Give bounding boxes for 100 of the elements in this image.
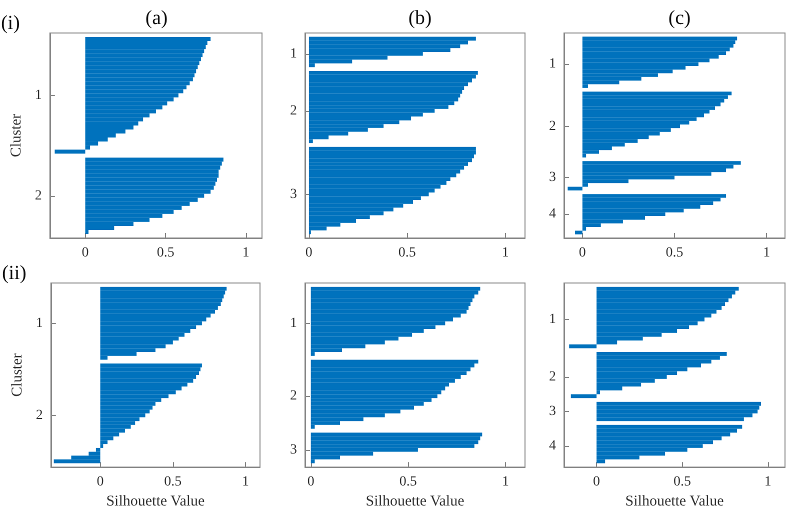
bar	[596, 402, 762, 406]
bar	[310, 367, 470, 372]
y-tick-label: 4	[549, 438, 556, 454]
bar	[582, 102, 721, 106]
text: (i)	[1, 12, 20, 34]
y-tick-label: 1	[549, 312, 556, 327]
x-tick-label: 0.5	[399, 474, 417, 490]
bar	[308, 86, 464, 90]
bar	[85, 162, 222, 166]
y-tick-label: 2	[290, 103, 297, 118]
y-tick-label: 2	[549, 118, 556, 134]
bar	[308, 181, 446, 185]
bar	[85, 41, 208, 46]
x-tick-label: 1	[764, 474, 772, 490]
bar	[582, 36, 738, 40]
y-tick-label: 2	[34, 188, 42, 204]
y-axis-title: Cluster	[8, 114, 24, 158]
bar	[85, 174, 219, 178]
bar	[596, 406, 760, 410]
bar	[54, 150, 86, 154]
bar	[310, 294, 474, 298]
bar	[308, 154, 474, 158]
bar	[308, 170, 460, 174]
bar	[85, 45, 206, 50]
bar	[85, 73, 195, 78]
x-tick-label: 0	[578, 246, 586, 260]
bar	[100, 294, 224, 298]
bar	[100, 310, 215, 314]
chart-title: (b)	[408, 7, 432, 29]
bar	[310, 432, 482, 436]
y-tick-label: 3	[549, 404, 556, 419]
x-axis-title: Silhouette Value	[625, 494, 724, 510]
bar	[100, 306, 218, 310]
bar	[582, 48, 730, 52]
y-tick-label: 1	[36, 316, 43, 331]
bar	[310, 436, 480, 440]
x-tick-label: 1	[763, 246, 770, 260]
bar	[100, 375, 196, 379]
bar	[100, 364, 202, 368]
bar	[310, 371, 467, 376]
bar	[85, 77, 193, 82]
bar	[100, 421, 136, 425]
bar	[308, 90, 462, 94]
x-axis-title: Silhouette Value	[106, 494, 206, 510]
bar	[596, 294, 732, 298]
bar	[85, 61, 200, 66]
bar	[100, 302, 221, 306]
bar	[568, 186, 582, 190]
bar	[85, 53, 203, 58]
bar	[596, 306, 722, 310]
x-tick-label: 0.5	[398, 246, 416, 260]
bar	[569, 344, 597, 348]
x-tick-label: 0.5	[164, 474, 182, 490]
bar	[308, 173, 456, 178]
y-tick-label: 3	[290, 186, 297, 202]
bar	[310, 298, 472, 302]
bar	[100, 298, 222, 302]
y-tick-label: 2	[36, 408, 43, 423]
bar	[582, 98, 724, 103]
bar	[100, 371, 200, 376]
bar	[582, 51, 726, 55]
bar	[100, 406, 153, 410]
x-tick-label: 1	[502, 246, 509, 260]
bar	[85, 182, 216, 186]
bar	[575, 230, 582, 234]
bar	[310, 364, 474, 368]
bar	[100, 410, 150, 414]
y-tick-label: 3	[549, 170, 556, 186]
y-tick-label: 1	[549, 56, 556, 72]
bar	[308, 74, 476, 79]
bar	[310, 394, 438, 398]
bar	[100, 318, 206, 322]
bar	[308, 70, 478, 75]
bar	[582, 92, 732, 96]
bar	[85, 37, 211, 42]
x-tick-label: 0.5	[156, 246, 174, 260]
bar	[85, 65, 198, 70]
bar	[582, 40, 736, 44]
x-tick-label: 1	[502, 474, 510, 490]
bar	[85, 170, 219, 174]
bar	[54, 459, 100, 464]
bar	[85, 69, 196, 74]
bar	[310, 444, 474, 448]
bar	[310, 440, 478, 444]
bar	[596, 424, 742, 429]
bar	[310, 306, 469, 310]
bar	[85, 190, 211, 194]
x-axis-title: Silhouette Value	[366, 494, 465, 510]
bar	[100, 286, 227, 291]
bar	[85, 178, 218, 182]
bar	[308, 36, 476, 41]
bar	[582, 95, 728, 99]
bar	[308, 158, 472, 162]
bar	[310, 360, 478, 364]
y-tick-label: 2	[290, 388, 297, 404]
bar	[308, 101, 454, 106]
x-tick-label: 0.5	[673, 474, 691, 490]
bar	[308, 78, 472, 82]
bar	[85, 158, 224, 162]
bar	[596, 286, 739, 291]
